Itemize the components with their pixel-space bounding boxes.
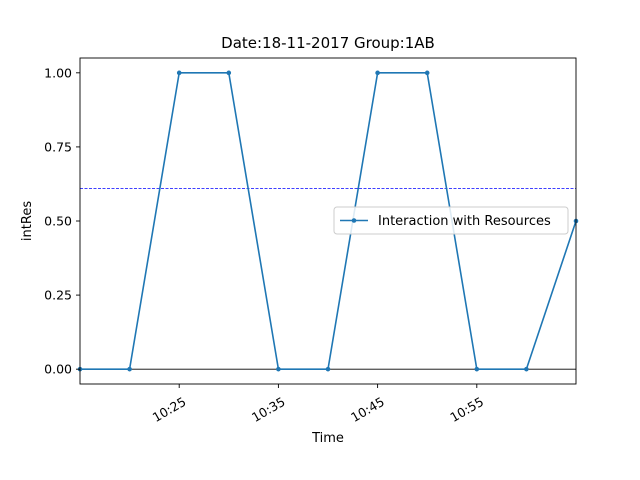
y-tick-label: 0.25 [44, 288, 72, 303]
x-axis-label: Time [311, 431, 344, 446]
data-point [276, 366, 281, 372]
y-tick-label: 1.00 [44, 65, 72, 80]
data-point [176, 70, 182, 76]
y-tick-label: 0.00 [44, 362, 72, 377]
y-tick-label: 0.75 [44, 139, 72, 154]
y-tick-label: 0.50 [44, 214, 72, 229]
legend-entry-label: Interaction with Resources [378, 214, 551, 229]
chart-title: Date:18-11-2017 Group:1AB [221, 34, 435, 52]
legend-box [333, 206, 569, 235]
data-point [375, 70, 380, 76]
data-point [226, 70, 232, 76]
legend-marker-swatch [351, 218, 357, 223]
data-point [474, 366, 480, 372]
data-point [424, 70, 430, 76]
data-point [325, 366, 331, 372]
data-point [127, 366, 132, 372]
data-point [524, 366, 529, 372]
y-axis-label: intRes [20, 201, 35, 241]
